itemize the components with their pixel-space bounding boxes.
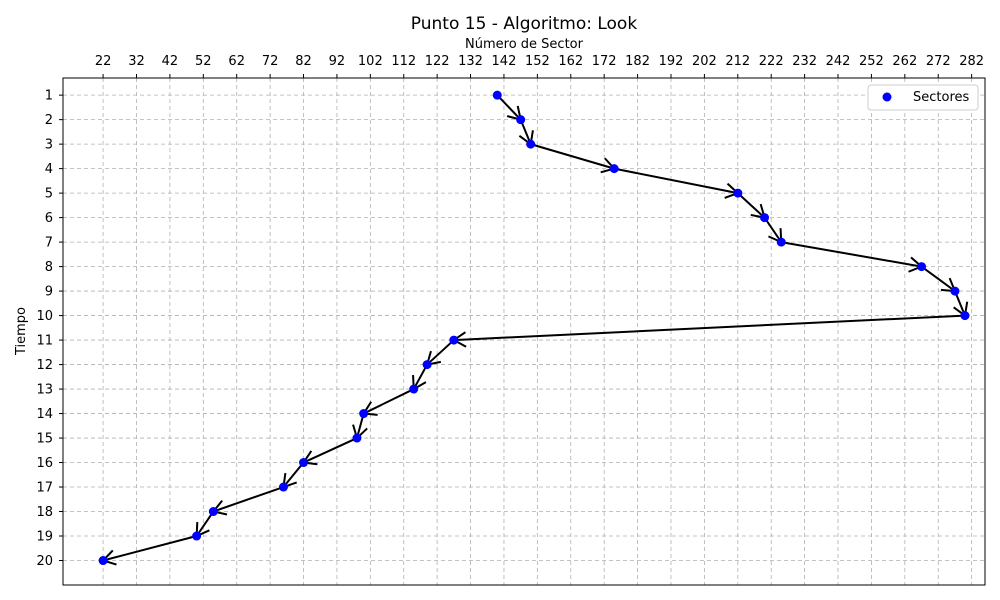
x-tick-label: 172 — [592, 54, 617, 69]
sector-point — [950, 286, 960, 296]
seek-segment — [212, 486, 284, 513]
sector-point — [449, 335, 459, 345]
y-tick-label: 18 — [36, 505, 53, 520]
x-tick-label: 282 — [959, 54, 984, 69]
sector-point — [208, 507, 218, 517]
x-tick-label: 122 — [425, 54, 450, 69]
plot-frame — [62, 77, 986, 586]
sector-point — [917, 262, 927, 272]
x-tick-label: 72 — [262, 54, 279, 69]
x-tick-label: 62 — [228, 54, 245, 69]
sector-point — [526, 139, 536, 149]
y-tick-label: 10 — [36, 309, 53, 324]
x-tick-label: 182 — [625, 54, 650, 69]
seek-segment — [282, 461, 305, 488]
x-tick-label: 222 — [759, 54, 784, 69]
sector-point — [733, 188, 743, 198]
x-tick-label: 162 — [558, 54, 583, 69]
data-points — [98, 90, 970, 566]
sector-point — [192, 531, 202, 541]
x-tick-label: 262 — [892, 54, 917, 69]
x-tick-label: 112 — [391, 54, 416, 69]
x-tick-label: 212 — [725, 54, 750, 69]
y-tick-label: 4 — [45, 162, 53, 177]
y-tick-label: 14 — [36, 407, 53, 422]
seek-segment — [614, 167, 738, 195]
y-tick-label: 8 — [45, 260, 53, 275]
seek-segment — [781, 241, 922, 268]
sector-point — [359, 409, 369, 419]
sector-point — [960, 311, 970, 321]
seek-segment — [496, 94, 522, 121]
sector-point — [278, 482, 288, 492]
sector-point — [422, 360, 432, 370]
sector-point — [760, 213, 770, 223]
seek-segment — [453, 314, 966, 342]
x-axis-label: Número de Sector — [465, 37, 584, 52]
y-tick-label: 15 — [36, 432, 53, 447]
seek-segment — [737, 192, 766, 219]
legend-label: Sectores — [913, 90, 970, 105]
sector-point — [609, 164, 619, 174]
y-tick-label: 2 — [45, 113, 53, 128]
y-tick-label: 3 — [45, 138, 53, 153]
seek-segment — [530, 143, 615, 170]
legend: Sectores — [867, 84, 979, 111]
y-tick-label: 20 — [36, 554, 53, 569]
y-axis-label: Tiempo — [14, 307, 29, 356]
y-tick-label: 7 — [45, 236, 53, 251]
y-tick-label: 12 — [36, 358, 53, 373]
seek-segment — [412, 364, 429, 390]
y-tick-label: 19 — [36, 530, 53, 545]
legend-box — [867, 84, 979, 111]
seek-segment — [303, 437, 358, 464]
y-tick-label: 6 — [45, 211, 53, 226]
y-tick-label: 1 — [45, 89, 53, 104]
x-tick-label: 242 — [826, 54, 851, 69]
seek-segment — [426, 339, 455, 366]
x-tick-label: 252 — [859, 54, 884, 69]
x-tick-label: 202 — [692, 54, 717, 69]
x-tick-label: 142 — [492, 54, 517, 69]
x-tick-label: 32 — [128, 54, 145, 69]
sector-point — [409, 384, 419, 394]
seek-segment — [363, 388, 415, 415]
x-tick-label: 102 — [358, 54, 383, 69]
sector-point — [98, 556, 108, 566]
legend-marker — [882, 92, 892, 102]
x-tick-label: 132 — [458, 54, 483, 69]
seek-segment — [763, 217, 783, 243]
sector-point — [299, 458, 309, 468]
y-tick-label: 13 — [36, 383, 53, 398]
sector-point — [516, 115, 526, 125]
y-tick-label: 17 — [36, 481, 53, 496]
x-tick-label: 192 — [659, 54, 684, 69]
y-tick-label: 9 — [45, 285, 53, 300]
seek-segment — [920, 265, 956, 292]
x-tick-label: 232 — [792, 54, 817, 69]
x-tick-label: 92 — [329, 54, 346, 69]
y-tick-label: 16 — [36, 456, 53, 471]
seek-segment — [195, 510, 215, 537]
grid-lines — [63, 78, 985, 585]
x-tick-label: 82 — [295, 54, 312, 69]
x-tick-label: 272 — [926, 54, 951, 69]
sector-point — [776, 237, 786, 247]
y-tick-label: 5 — [45, 187, 53, 202]
x-tick-label: 152 — [525, 54, 550, 69]
seek-segment — [102, 535, 197, 562]
sector-point — [492, 90, 502, 100]
x-tick-label: 52 — [195, 54, 212, 69]
x-axis-ticks: 22 32 42 52 62 72 82 92 102 112 122 132 142 152 162 172… — [95, 54, 984, 78]
sector-point — [352, 433, 362, 443]
y-tick-label: 11 — [36, 334, 53, 349]
chart-title: Punto 15 - Algoritmo: Look — [411, 14, 638, 34]
x-tick-label: 22 — [95, 54, 112, 69]
x-tick-label: 42 — [162, 54, 179, 69]
